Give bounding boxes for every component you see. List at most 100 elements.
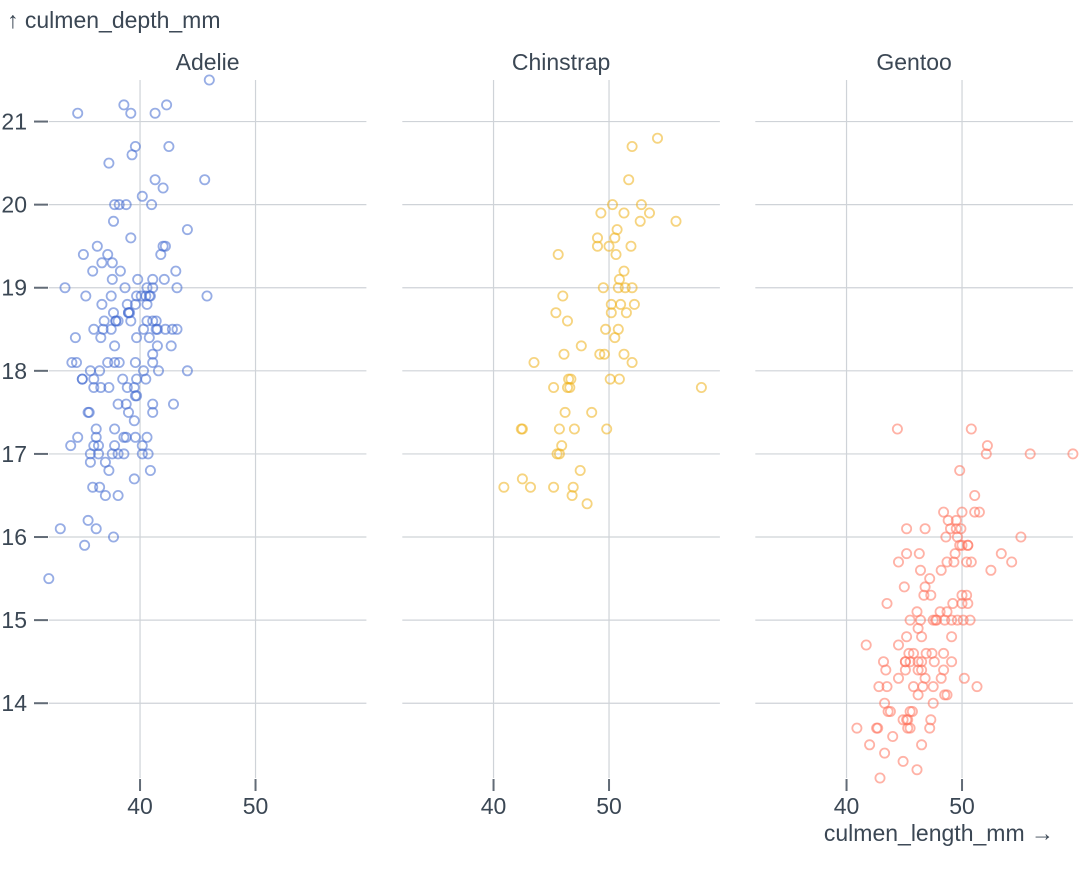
data-point [93,448,105,460]
data-point [181,365,193,377]
data-point [553,448,565,460]
data-point [644,207,656,219]
data-point [947,598,959,610]
data-point [946,614,958,626]
data-point [942,514,954,526]
data-point [604,373,616,385]
data-point [155,248,167,260]
data-point [901,548,913,560]
data-point [915,564,927,576]
facet-adelie: 40 50 Adelie [43,49,367,819]
data-point [147,356,159,368]
data-point [144,464,156,476]
data-point [151,323,163,335]
data-point [618,265,630,277]
data-point [1006,556,1018,568]
data-point [131,390,143,402]
data-point [623,174,635,186]
data-point [879,747,891,759]
data-point [904,656,916,668]
data-point [620,307,632,319]
data-point [913,548,925,560]
data-point [65,440,77,452]
data-point [950,514,962,526]
data-point [581,498,593,510]
data-point [166,323,178,335]
data-point [901,714,913,726]
data-point [90,523,102,535]
data-point [110,315,122,327]
data-point [628,298,640,310]
data-point [109,423,121,435]
data-point [79,539,91,551]
data-point [898,581,910,593]
data-point [181,224,193,236]
data-point [958,672,970,684]
y-axis-title: ↑ culmen_depth_mm [7,7,221,33]
data-point [109,356,121,368]
data-point [136,448,148,460]
data-point [881,681,893,693]
data-point [136,190,148,202]
data-point [165,340,177,352]
data-point [879,697,891,709]
x-tick-label: 40 [127,793,153,819]
data-point [129,356,141,368]
x-tick-label: 40 [481,793,507,819]
data-point [129,431,141,443]
data-point [873,681,885,693]
data-point [159,240,171,252]
data-point [574,464,586,476]
y-tick-label: 20 [1,192,27,218]
data-point [128,473,140,485]
data-point [962,539,974,551]
data-point [935,564,947,576]
data-point [934,606,946,618]
data-point [954,539,966,551]
data-point [1024,448,1036,460]
data-point [919,581,931,593]
data-point [113,199,125,211]
data-point [568,423,580,435]
data-point [121,381,133,393]
data-point [125,315,137,327]
data-point [592,240,604,252]
data-point [548,381,560,393]
data-point [899,664,911,676]
data-point [613,373,625,385]
data-point [82,514,94,526]
data-point [919,523,931,535]
data-point [146,199,158,211]
data-point [109,340,121,352]
data-point [548,481,560,493]
data-point [553,423,565,435]
data-point [108,531,120,543]
data-point [158,273,170,285]
data-point [87,481,99,493]
data-point [103,381,115,393]
data-point [916,739,928,751]
y-tick-label: 18 [1,358,27,384]
data-point [939,689,951,701]
data-point [950,523,962,535]
data-point [626,282,638,294]
data-point [615,298,627,310]
data-point [167,398,179,410]
data-point [157,182,169,194]
data-point [938,506,950,518]
data-point [962,598,974,610]
data-point [939,614,951,626]
data-point [147,406,159,418]
data-point [117,373,129,385]
data-point [635,199,647,211]
data-point [971,681,983,693]
data-point [562,315,574,327]
data-point [575,340,587,352]
data-point [102,356,114,368]
data-point [69,332,81,344]
facet-chinstrap: 40 50 Chinstrap [402,49,720,819]
data-point [985,564,997,576]
data-point [106,448,118,460]
data-point [141,431,153,443]
data-point [919,672,931,684]
